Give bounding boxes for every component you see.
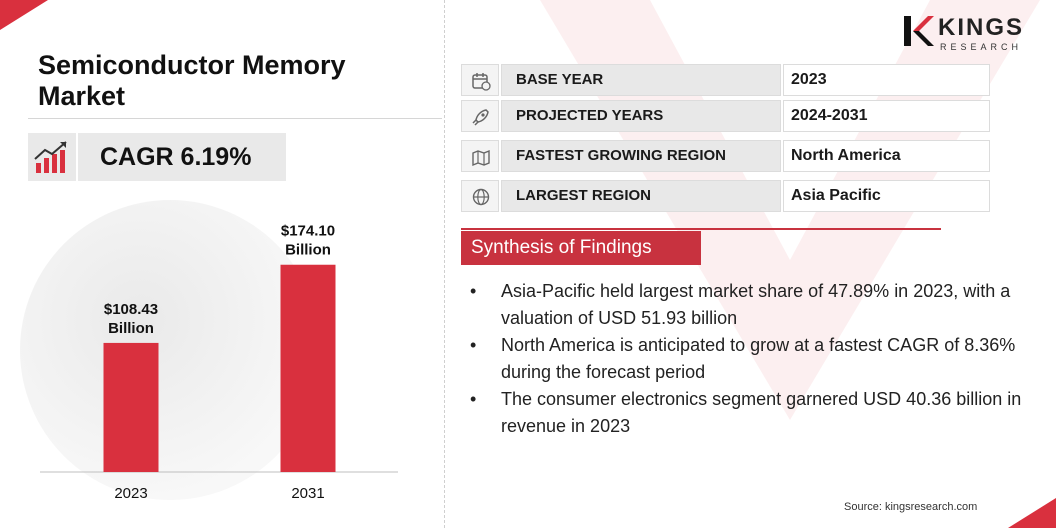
rocket-icon — [472, 109, 489, 126]
page-title: Semiconductor Memory Market — [38, 50, 346, 111]
growth-chart-icon — [34, 141, 67, 173]
synthesis-rule — [461, 228, 941, 230]
info-row-largest-region: LARGEST REGION Asia Pacific — [461, 180, 990, 212]
x-tick-label: 2023 — [114, 485, 147, 502]
data-label: $108.43 — [104, 301, 158, 318]
info-label: PROJECTED YEARS — [501, 100, 781, 132]
info-label: FASTEST GROWING REGION — [501, 140, 781, 172]
bar-2031 — [280, 264, 336, 472]
info-row-projected-years: PROJECTED YEARS 2024-2031 — [461, 100, 990, 132]
logo-text: KINGS — [938, 14, 1025, 41]
globe-icon — [472, 188, 490, 206]
panel-divider — [444, 0, 445, 528]
source-note: Source: kingsresearch.com — [844, 501, 978, 513]
synthesis-heading: Synthesis of Findings — [461, 231, 701, 265]
finding-item: North America is anticipated to grow at … — [470, 332, 1040, 386]
info-label: LARGEST REGION — [501, 180, 781, 212]
title-rule — [28, 118, 442, 119]
finding-item: Asia-Pacific held largest market share o… — [470, 278, 1040, 332]
kings-research-logo: KINGS RESEARCH — [904, 14, 1034, 54]
cagr-value: CAGR 6.19% — [78, 133, 286, 181]
logo-k-icon — [904, 16, 934, 46]
info-row-base-year: BASE YEAR 2023 — [461, 64, 990, 96]
cagr-icon-box — [28, 133, 76, 181]
finding-item: The consumer electronics segment garnere… — [470, 386, 1040, 440]
info-value: Asia Pacific — [783, 180, 990, 212]
corner-accent-bottom-right — [1008, 498, 1056, 528]
bar-2023 — [103, 342, 159, 472]
info-value: 2024-2031 — [783, 100, 990, 132]
background-globe — [20, 200, 320, 500]
logo-subtext: RESEARCH — [940, 42, 1023, 52]
findings-list: Asia-Pacific held largest market share o… — [470, 278, 1040, 440]
data-label: $174.10 — [281, 223, 335, 240]
info-value: 2023 — [783, 64, 990, 96]
market-size-bar-chart: $108.43 Billion 2023 $174.10 Billion 2031 — [40, 223, 398, 502]
info-value: North America — [783, 140, 990, 172]
info-row-fastest-growing-region: FASTEST GROWING REGION North America — [461, 140, 990, 172]
calendar-icon — [472, 73, 491, 91]
corner-accent-top-left — [0, 0, 48, 30]
data-label: Billion — [108, 320, 154, 337]
x-tick-label: 2031 — [291, 485, 324, 502]
data-label: Billion — [285, 242, 331, 259]
map-icon — [472, 149, 490, 167]
info-label: BASE YEAR — [501, 64, 781, 96]
